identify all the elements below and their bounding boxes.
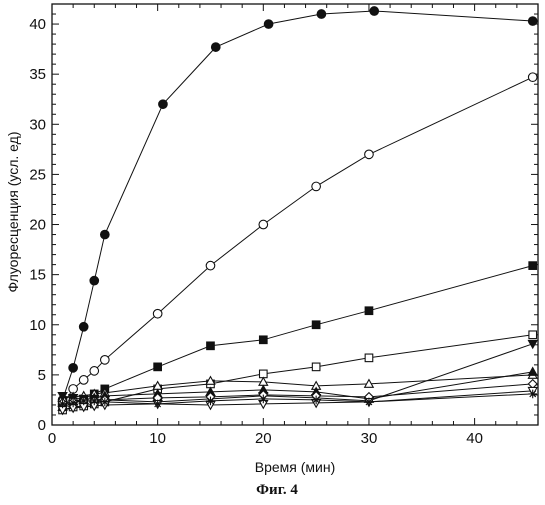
series-line xyxy=(63,344,533,402)
series-line xyxy=(63,391,533,410)
data-point-star xyxy=(58,400,67,409)
data-point-open-circle xyxy=(90,367,99,376)
data-point-star xyxy=(90,397,99,406)
data-point-filled-square xyxy=(529,262,537,270)
plot-frame xyxy=(52,4,538,425)
axis-ticks: 0 10 20 30 40 0 5 10 15 20 25 30 35 40 xyxy=(29,4,538,447)
data-point-star xyxy=(101,398,110,407)
data-point-filled-circle xyxy=(317,10,326,19)
series-line xyxy=(63,11,533,400)
data-point-open-circle xyxy=(528,73,537,82)
data-point-open-circle xyxy=(259,220,268,229)
y-tick-label: 15 xyxy=(29,267,46,284)
data-point-filled-square xyxy=(260,336,268,344)
x-tick-label: 40 xyxy=(466,430,483,447)
y-tick-label: 35 xyxy=(29,66,46,83)
data-point-open-circle xyxy=(101,356,110,365)
data-point-filled-circle xyxy=(211,43,220,52)
x-axis-label: Время (мин) xyxy=(255,459,336,475)
series-open-circle xyxy=(58,73,537,409)
data-point-star xyxy=(312,396,321,405)
y-tick-label: 30 xyxy=(29,116,46,133)
data-point-open-circle xyxy=(153,309,162,318)
series-line xyxy=(63,77,533,405)
data-point-filled-circle xyxy=(370,7,379,16)
x-tick-label: 10 xyxy=(149,430,166,447)
data-point-open-square xyxy=(365,354,373,362)
y-tick-label: 40 xyxy=(29,16,46,33)
data-point-filled-triangle-down xyxy=(528,340,537,348)
data-point-filled-circle xyxy=(159,100,168,109)
data-point-star xyxy=(206,397,215,406)
data-point-filled-circle xyxy=(69,364,78,373)
data-point-star xyxy=(528,390,537,399)
x-tick-label: 20 xyxy=(255,430,272,447)
data-point-filled-square xyxy=(154,363,162,371)
data-point-open-circle xyxy=(365,150,374,159)
data-point-filled-circle xyxy=(101,230,110,239)
figure-caption: Фиг. 4 xyxy=(256,482,298,498)
data-point-filled-triangle-up xyxy=(528,368,537,376)
data-point-filled-square xyxy=(365,307,373,315)
y-tick-label: 25 xyxy=(29,166,46,183)
data-point-open-circle xyxy=(79,376,88,385)
plot-border xyxy=(52,4,538,425)
data-point-open-diamond xyxy=(528,380,537,389)
data-point-filled-circle xyxy=(79,322,88,331)
y-tick-label: 5 xyxy=(38,367,46,384)
data-point-star xyxy=(79,397,88,406)
series-layer xyxy=(58,7,537,415)
data-point-star xyxy=(153,400,162,409)
data-point-open-square xyxy=(312,363,320,371)
x-tick-label: 30 xyxy=(361,430,378,447)
data-point-filled-square xyxy=(312,321,320,329)
series-filled-triangle-down xyxy=(58,340,537,406)
data-point-filled-circle xyxy=(264,20,273,29)
series-line xyxy=(63,266,533,402)
y-tick-label: 10 xyxy=(29,317,46,334)
data-point-filled-circle xyxy=(528,17,537,26)
y-tick-label: 20 xyxy=(29,217,46,234)
data-point-open-circle xyxy=(312,182,321,191)
data-point-star xyxy=(69,399,78,408)
data-point-open-square xyxy=(529,331,537,339)
data-point-filled-square xyxy=(207,342,215,350)
data-point-open-circle xyxy=(206,261,215,270)
y-tick-label: 0 xyxy=(38,417,46,434)
data-point-star xyxy=(259,395,268,404)
data-point-filled-circle xyxy=(90,276,99,285)
x-tick-label: 0 xyxy=(48,430,56,447)
y-axis-label: Флуоресценция (усл. ед) xyxy=(5,132,21,293)
data-point-star xyxy=(365,398,374,407)
